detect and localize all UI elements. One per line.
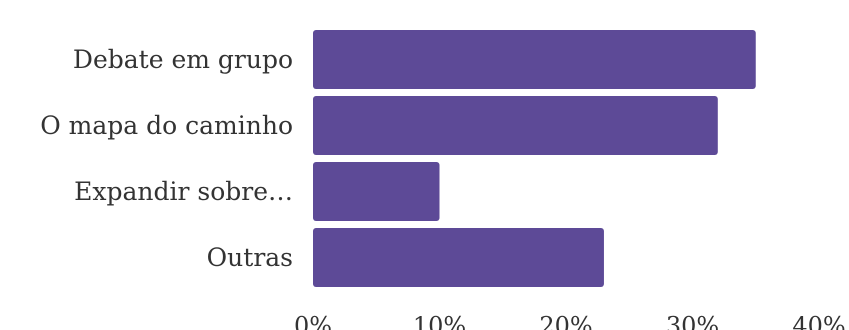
category-label: O mapa do caminho bbox=[40, 111, 293, 140]
bars-group bbox=[313, 30, 756, 287]
x-tick-label: 0% bbox=[294, 312, 332, 330]
category-label: Debate em grupo bbox=[73, 45, 293, 74]
bar-3 bbox=[313, 228, 604, 287]
category-labels: Debate em grupo O mapa do caminho Expandir… bbox=[40, 45, 293, 272]
category-label: Outras bbox=[207, 243, 293, 272]
bar-0 bbox=[313, 30, 756, 89]
category-label: Expandir sobre… bbox=[74, 177, 293, 206]
x-tick-label: 20% bbox=[539, 312, 592, 330]
x-tick-label: 40% bbox=[792, 312, 845, 330]
x-tick-label: 10% bbox=[413, 312, 466, 330]
x-axis-tick-labels: 0% 10% 20% 30% 40% bbox=[294, 312, 846, 330]
bar-2 bbox=[313, 162, 440, 221]
bar-1 bbox=[313, 96, 718, 155]
x-tick-label: 30% bbox=[666, 312, 719, 330]
